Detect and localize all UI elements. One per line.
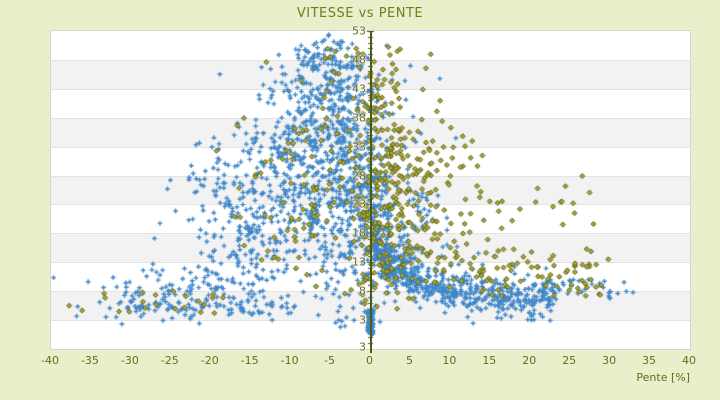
y-tick-label: 3 (359, 313, 366, 327)
x-tick-label: 0 (366, 354, 373, 367)
y-tick-label: 48 (352, 53, 366, 67)
y-axis-end-label: 3 (359, 340, 366, 354)
x-axis-tick-labels: -40 -35 -30 -25 -20 -15 -10 -5 0 5 10 15 20 25 30 35 40 (0, 354, 720, 368)
x-tick-label: -25 (160, 354, 179, 367)
x-tick-label: -5 (324, 354, 336, 367)
y-tick-label: 13 (352, 255, 366, 269)
y-tick-label: 18 (352, 226, 366, 240)
x-tick-label: 20 (522, 354, 537, 367)
x-tick-label: 30 (602, 354, 617, 367)
x-tick-label: -30 (120, 354, 139, 367)
y-tick-label: 8 (359, 284, 366, 298)
x-tick-label: 15 (482, 354, 497, 367)
x-axis-title: Pente [%] (636, 371, 690, 384)
x-tick-label: 5 (405, 354, 413, 367)
y-tick-label: 38 (352, 111, 366, 125)
y-tick-label: 53 (352, 24, 366, 38)
y-axis-tick-labels: 53 48 43 38 33 28 23 18 13 8 3 3 (50, 25, 366, 354)
y-tick-label: 33 (352, 140, 366, 154)
y-axis-line (370, 31, 372, 353)
y-tick-label: 23 (352, 197, 366, 211)
x-tick-label: 40 (682, 354, 696, 367)
x-tick-label: -35 (80, 354, 99, 367)
x-tick-label: 10 (442, 354, 457, 367)
x-tick-label: -15 (240, 354, 259, 367)
x-tick-label: 25 (562, 354, 577, 367)
x-tick-label: 35 (642, 354, 657, 367)
y-tick-label: 43 (352, 82, 366, 96)
x-tick-label: -40 (41, 354, 59, 367)
x-tick-label: -20 (200, 354, 219, 367)
y-tick-label: 28 (352, 169, 366, 183)
x-tick-label: -10 (280, 354, 299, 367)
chart-title: VITESSE vs PENTE (296, 6, 424, 21)
